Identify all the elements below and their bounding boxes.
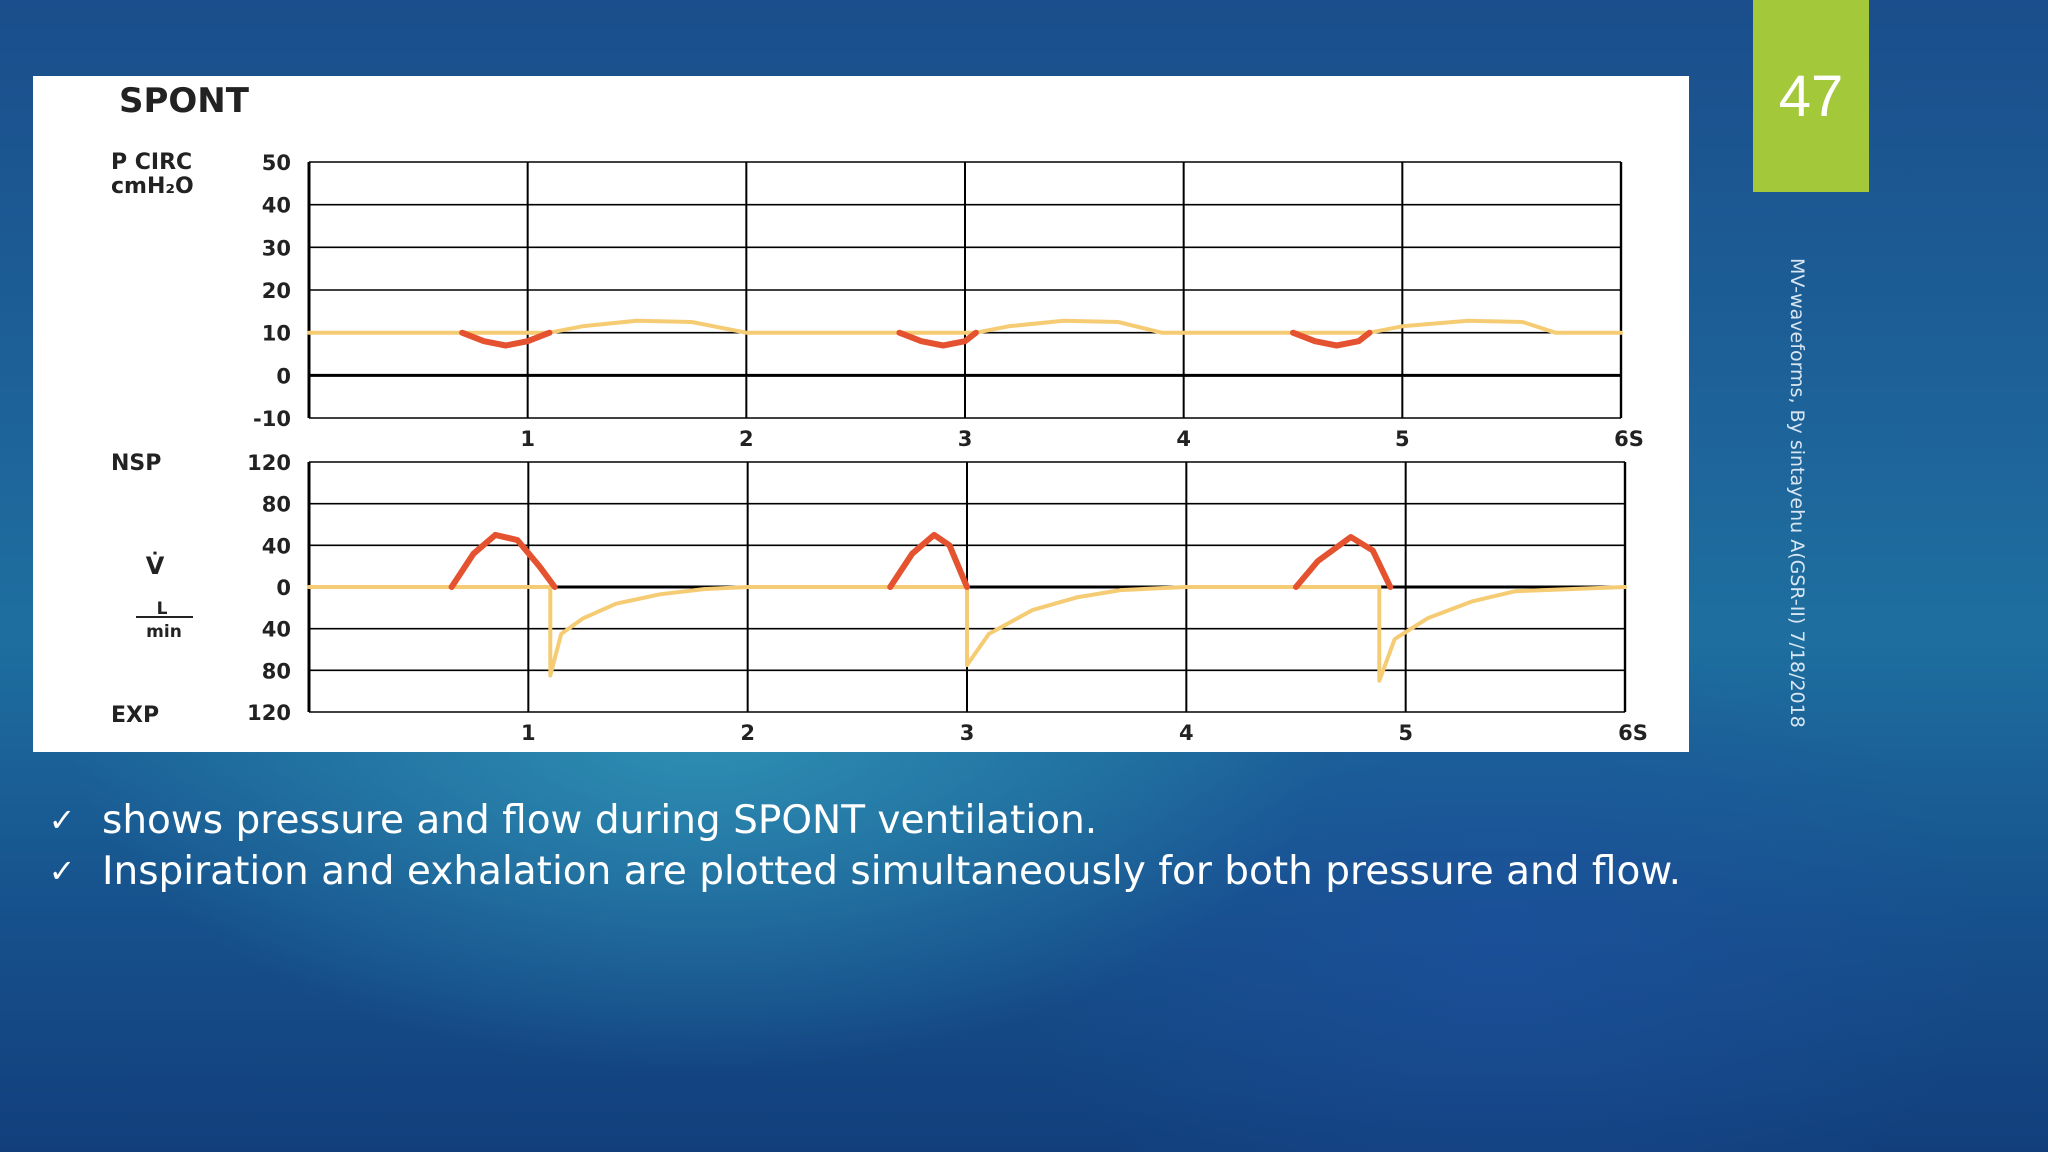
y-tick-label: 30 xyxy=(262,236,291,260)
series-line-patient-effort xyxy=(1290,329,1373,349)
flow-unit-denominator: min xyxy=(146,622,182,642)
series-line-patient-effort xyxy=(448,531,558,590)
pressure-axis-label: P CIRC xyxy=(111,150,192,175)
y-tick-label: 50 xyxy=(262,151,291,175)
x-tick-label: 6S xyxy=(1614,427,1644,451)
y-tick-label: 0 xyxy=(276,364,291,388)
x-tick-label: 2 xyxy=(740,721,755,745)
x-tick-label: 5 xyxy=(1398,721,1413,745)
slide-number: 47 xyxy=(1778,63,1844,129)
pressure-unit-label: cmH₂O xyxy=(111,174,194,199)
series-line-patient-effort xyxy=(887,531,970,590)
series-line-patient-effort xyxy=(459,329,553,349)
flow-axis-label: V̇ xyxy=(146,552,165,580)
x-tick-label: 4 xyxy=(1176,427,1191,451)
footer-date: 7/18/2018 xyxy=(1786,630,1808,728)
flow-expiration-label: EXP xyxy=(111,703,159,728)
slide-number-badge: 47 xyxy=(1753,0,1869,192)
slide-footer: MV-waveforms, By sintayehu A(GSR-II) 7/1… xyxy=(1780,258,1814,728)
y-tick-label: -10 xyxy=(253,407,291,431)
y-tick-label: 40 xyxy=(262,194,291,218)
y-tick-label: 120 xyxy=(247,701,291,725)
series-line-baseline xyxy=(307,585,1627,683)
y-tick-label: 40 xyxy=(262,534,291,558)
series-line-baseline xyxy=(307,318,1623,335)
bullet-item: ✓ shows pressure and flow during SPONT v… xyxy=(42,795,1742,846)
y-tick-label: 120 xyxy=(247,451,291,475)
y-tick-label: 10 xyxy=(262,322,291,346)
flow-unit-numerator: L xyxy=(157,599,168,619)
bullet-list: ✓ shows pressure and flow during SPONT v… xyxy=(42,795,1742,897)
series-line-patient-effort xyxy=(896,329,979,349)
y-tick-label: 80 xyxy=(262,493,291,517)
checkmark-icon: ✓ xyxy=(48,852,76,890)
checkmark-icon: ✓ xyxy=(48,801,76,839)
x-tick-label: 3 xyxy=(958,427,973,451)
y-tick-label: 40 xyxy=(262,618,291,642)
x-tick-label: 6S xyxy=(1618,721,1648,745)
flow-inspiration-label: NSP xyxy=(111,451,161,476)
chart-title: SPONT xyxy=(119,81,250,121)
y-tick-label: 80 xyxy=(262,659,291,683)
y-tick-label: 20 xyxy=(262,279,291,303)
x-tick-label: 5 xyxy=(1395,427,1410,451)
bullet-text: shows pressure and flow during SPONT ven… xyxy=(102,798,1098,843)
y-tick-label: 0 xyxy=(276,576,291,600)
x-tick-label: 4 xyxy=(1179,721,1194,745)
bullet-text: Inspiration and exhalation are plotted s… xyxy=(102,849,1682,894)
x-tick-label: 1 xyxy=(520,427,535,451)
waveform-chart-panel: 50 40 30 20 10 0 -10 1 2 3 4 5 6S 120 80 40 0 40 80 120 1 2 3 4… xyxy=(33,76,1689,752)
bullet-item: ✓ Inspiration and exhalation are plotted… xyxy=(42,846,1742,897)
series-line-patient-effort xyxy=(1293,534,1394,590)
x-tick-label: 2 xyxy=(739,427,754,451)
x-tick-label: 1 xyxy=(521,721,536,745)
x-tick-label: 3 xyxy=(960,721,975,745)
footer-author-text: MV-waveforms, By sintayehu A(GSR-II) xyxy=(1786,258,1808,625)
waveform-chart: 50 40 30 20 10 0 -10 1 2 3 4 5 6S 120 80 40 0 40 80 120 1 2 3 4… xyxy=(111,81,1648,745)
